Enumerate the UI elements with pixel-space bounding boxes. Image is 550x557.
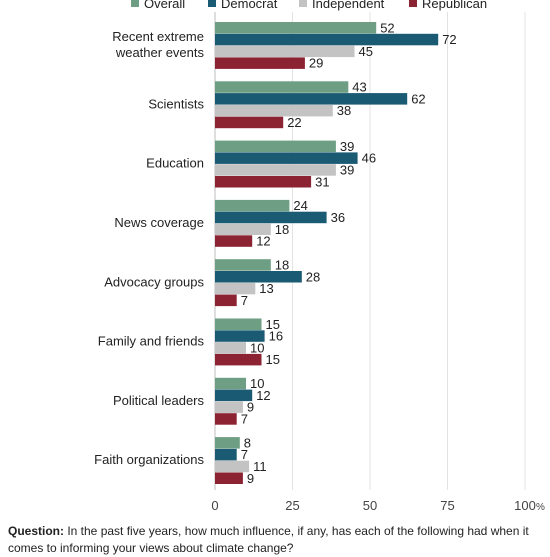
bar-overall (215, 318, 262, 330)
data-label: 72 (442, 32, 456, 47)
bars (215, 22, 439, 484)
x-tick-label: 25 (285, 498, 299, 513)
bar-republican (215, 413, 237, 425)
bar-overall (215, 259, 271, 271)
data-label: 7 (241, 411, 248, 426)
data-label: 39 (340, 162, 354, 177)
bar-overall (215, 140, 336, 153)
data-label: 38 (337, 103, 351, 118)
bar-independent (215, 342, 246, 354)
data-label: 46 (362, 151, 376, 166)
bar-democrat (215, 271, 302, 283)
data-label: 18 (275, 257, 289, 272)
legend-swatch (131, 0, 139, 7)
bar-republican (215, 235, 253, 247)
data-label: 45 (359, 44, 373, 59)
bar-independent (215, 223, 271, 235)
category-label: Education (146, 156, 204, 171)
bar-overall (215, 199, 290, 212)
x-tick-label: 50 (363, 498, 377, 513)
x-tick-label: 0 (211, 498, 218, 513)
data-label: 52 (380, 20, 394, 35)
data-label: 11 (253, 459, 267, 474)
legend-label: Republican (422, 0, 487, 11)
data-label: 16 (269, 329, 283, 344)
data-label: 31 (315, 174, 329, 189)
bar-independent (215, 104, 333, 117)
bar-independent (215, 164, 336, 176)
legend-label: Overall (144, 0, 185, 11)
data-label: 12 (256, 234, 270, 249)
bar-republican (215, 353, 262, 366)
bar-democrat (215, 211, 327, 224)
x-tick-label: 100 (514, 498, 536, 513)
data-label: 22 (287, 115, 301, 130)
category-label: Recent extreme (112, 29, 204, 44)
category-label: weather events (115, 45, 205, 60)
data-label: 9 (247, 471, 254, 486)
bar-overall (215, 437, 240, 449)
bar-republican (215, 57, 305, 69)
data-label: 7 (241, 447, 248, 462)
bar-independent (215, 401, 243, 413)
question-text: In the past five years, how much influen… (8, 524, 529, 555)
data-label: 43 (352, 80, 366, 95)
category-label: Faith organizations (94, 452, 204, 467)
bar-democrat (215, 33, 439, 46)
category-label: Family and friends (98, 334, 205, 349)
bar-overall (215, 377, 246, 390)
bar-democrat (215, 448, 237, 461)
data-labels: 5272452943623822394639312436181218281371… (241, 20, 457, 486)
x-unit-label: % (536, 502, 545, 513)
data-label: 29 (309, 56, 323, 71)
category-label: Political leaders (113, 393, 205, 408)
bar-overall (215, 81, 349, 93)
data-label: 15 (266, 317, 280, 332)
data-label: 13 (259, 281, 273, 296)
bar-independent (215, 460, 250, 473)
category-label: Scientists (148, 96, 204, 111)
legend-label: Independent (312, 0, 385, 11)
bar-republican (215, 176, 312, 188)
bar-overall (215, 22, 377, 34)
bar-democrat (215, 93, 408, 105)
x-tick-label: 75 (440, 498, 454, 513)
legend-label: Democrat (221, 0, 278, 11)
bar-democrat (215, 152, 358, 164)
bar-democrat (215, 330, 265, 342)
bar-democrat (215, 389, 253, 402)
bar-republican (215, 472, 243, 484)
data-label: 12 (256, 388, 270, 403)
x-axis: 0 25 50 75 100% (211, 498, 545, 513)
bar-republican (215, 294, 237, 307)
question-label: Question: (8, 524, 64, 538)
data-label: 18 (275, 222, 289, 237)
bar-independent (215, 45, 355, 58)
data-label: 9 (247, 400, 254, 415)
data-label: 36 (331, 210, 345, 225)
bar-republican (215, 116, 284, 129)
data-label: 10 (250, 340, 264, 355)
data-label: 28 (306, 269, 320, 284)
category-label: Advocacy groups (104, 274, 204, 289)
bar-independent (215, 282, 256, 295)
data-label: 8 (244, 435, 251, 450)
data-label: 7 (241, 293, 248, 308)
legend: Overall Democrat Independent Republican (131, 0, 487, 11)
category-label: News coverage (114, 215, 204, 230)
legend-swatch (299, 0, 307, 7)
data-label: 39 (340, 139, 354, 154)
legend-swatch (409, 0, 417, 7)
data-label: 62 (411, 91, 425, 106)
data-label: 10 (250, 376, 264, 391)
question-footnote: Question: In the past five years, how mu… (8, 523, 544, 557)
data-label: 24 (293, 198, 307, 213)
legend-swatch (208, 0, 216, 7)
data-label: 15 (266, 352, 280, 367)
